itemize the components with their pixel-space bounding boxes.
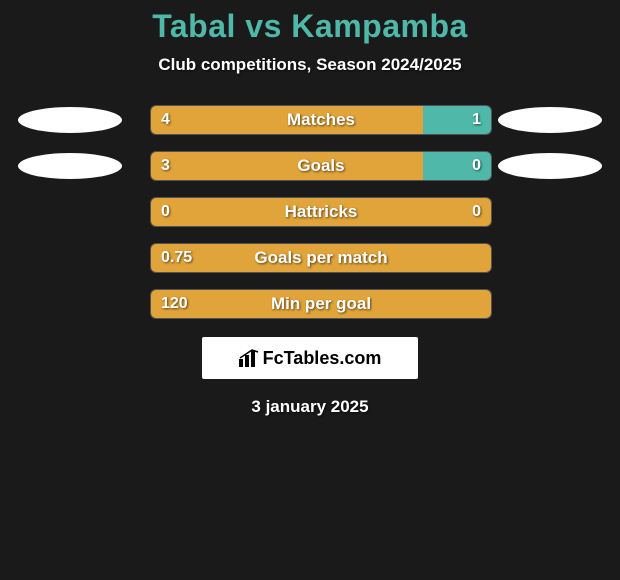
stat-bar: 41Matches [150, 105, 492, 135]
bar-segment-left [151, 152, 423, 180]
page-title: Tabal vs Kampamba [0, 8, 620, 45]
chart-icon [239, 349, 259, 367]
comparison-infographic: Tabal vs Kampamba Club competitions, Sea… [0, 0, 620, 580]
bar-segment-left [151, 106, 423, 134]
player-avatar-right [498, 107, 602, 133]
player-avatar-left [18, 153, 122, 179]
page-subtitle: Club competitions, Season 2024/2025 [0, 55, 620, 75]
stat-row: 0.75Goals per match [10, 243, 610, 273]
logo-text: FcTables.com [263, 348, 382, 369]
bar-segment-left [151, 244, 491, 272]
stat-row: 00Hattricks [10, 197, 610, 227]
stat-row: 120Min per goal [10, 289, 610, 319]
stat-row: 30Goals [10, 151, 610, 181]
bar-segment-right [423, 106, 491, 134]
stat-bar: 120Min per goal [150, 289, 492, 319]
player-avatar-right [498, 153, 602, 179]
player-avatar-left [18, 107, 122, 133]
stat-bar: 0.75Goals per match [150, 243, 492, 273]
bar-segment-left [151, 290, 491, 318]
stat-bar: 00Hattricks [150, 197, 492, 227]
stat-bar: 30Goals [150, 151, 492, 181]
stat-rows: 41Matches 30Goals 00Hattricks 0.75Goals per… [0, 105, 620, 319]
source-logo: FcTables.com [202, 337, 418, 379]
bar-segment-left [151, 198, 491, 226]
bar-segment-right [423, 152, 491, 180]
footer-date: 3 january 2025 [0, 397, 620, 417]
stat-row: 41Matches [10, 105, 610, 135]
